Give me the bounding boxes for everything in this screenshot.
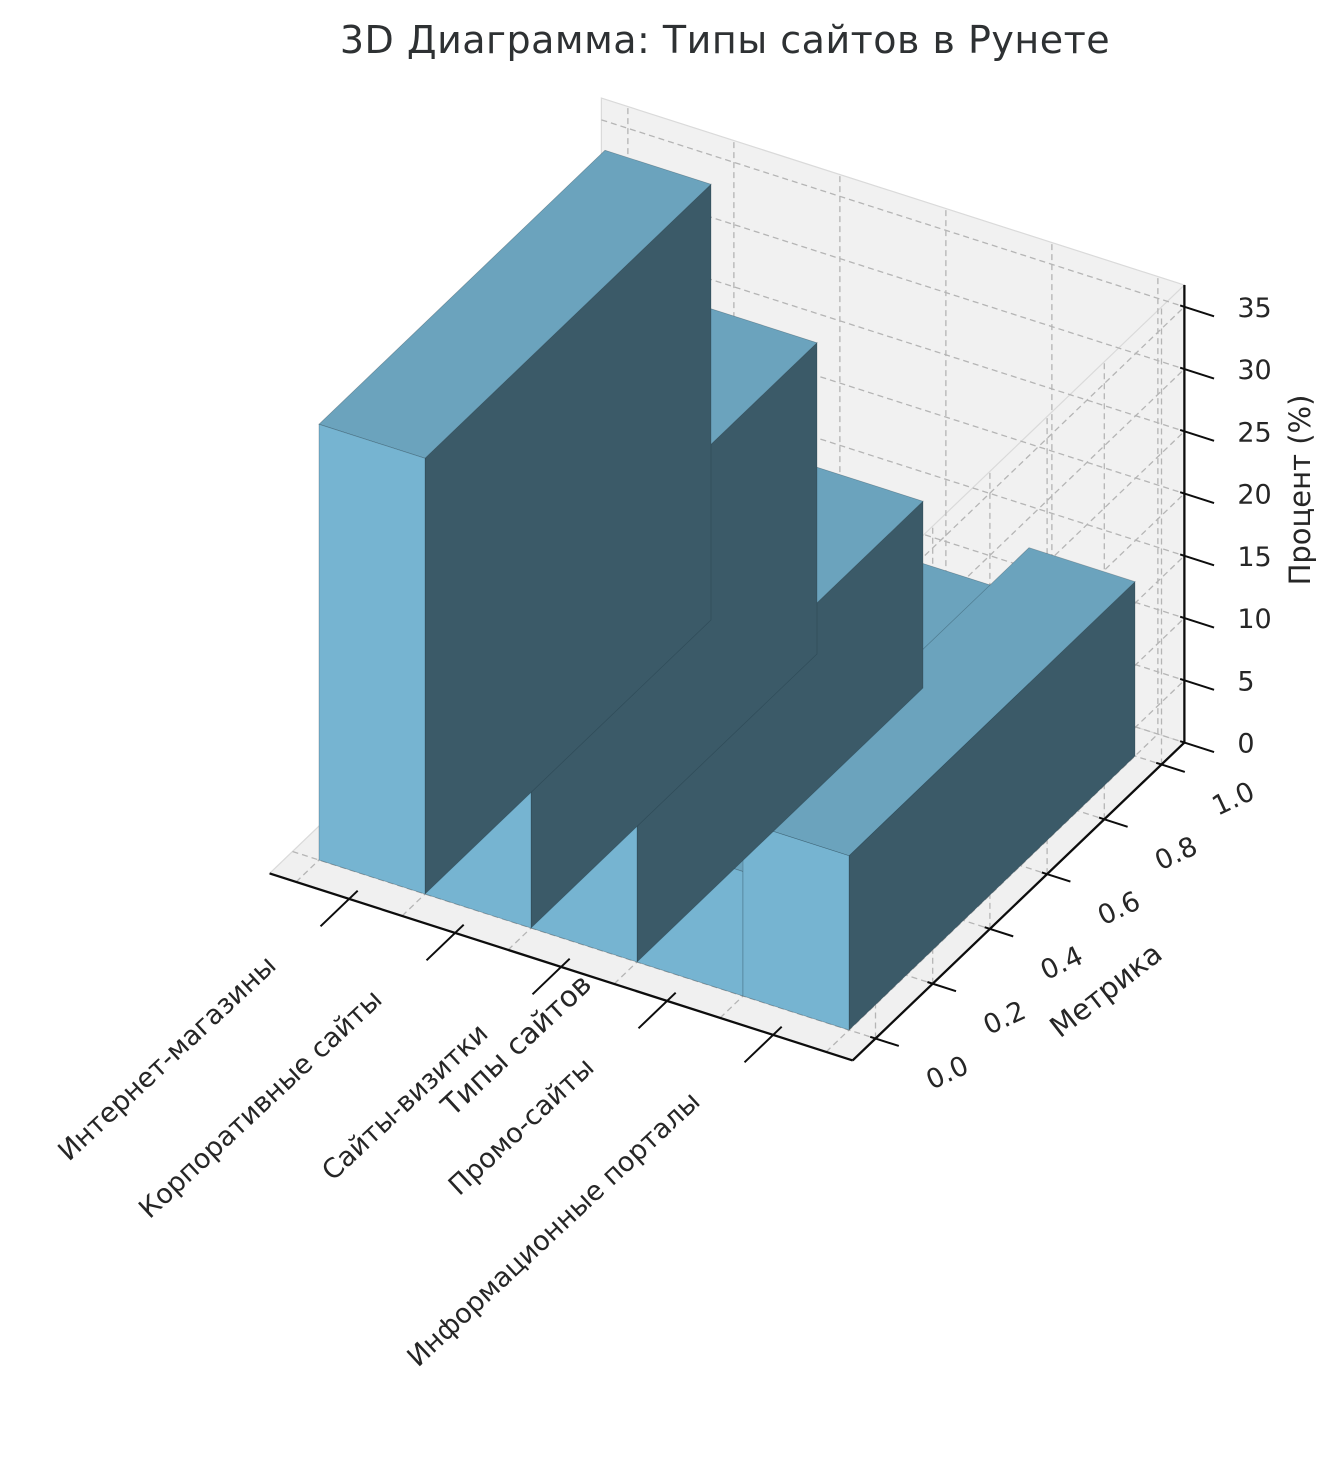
z-axis-label: Процент (%) [1283,395,1317,586]
y-tick-label: 0.0 [921,1050,973,1096]
z-tick-mark [1179,740,1215,754]
x-tick-mark [531,957,571,996]
bar-front-face [742,821,850,1031]
bar-top-face [318,149,712,459]
z-gridline-left-wall [601,119,1185,308]
y-tick-label: 1.0 [1207,776,1259,822]
z-gridline-right-wall [852,430,1185,750]
z-tick-label: 10 [1237,604,1271,635]
z-tick-label: 20 [1237,480,1271,511]
x-tick-mark [637,991,677,1030]
z-tick-mark [1179,304,1215,318]
z-tick-mark [1179,429,1215,442]
figure-title: 3D Диаграмма: Типы сайтов в Рунете [339,18,1111,62]
z-tick-label: 30 [1237,355,1271,386]
y-tick-mark [927,981,957,993]
z-tick-mark [1179,491,1215,505]
y-tick-label: 0.4 [1036,940,1088,986]
x-tick-label: Корпоративные сайты [133,984,388,1225]
y-tick-label: 0.6 [1093,886,1145,932]
x-tick-mark [425,923,465,962]
x-tick-label: Информационные порталы [402,1086,707,1373]
z-tick-mark [1179,366,1215,380]
y-tick-mark [984,926,1014,938]
z-tick-label: 25 [1237,417,1271,448]
y-tick-mark [1098,816,1128,828]
x-gridline-floor [825,733,1159,1053]
z-tick-mark [1179,678,1215,691]
z-tick-label: 35 [1237,293,1271,324]
z-tick-mark [1179,553,1215,567]
z-gridline-right-wall [852,493,1185,812]
x-tick-mark [319,889,359,928]
z-gridline-right-wall [852,306,1185,626]
y-tick-mark [869,1035,900,1047]
z-gridline-right-wall [852,368,1185,688]
z-tick-label: 0 [1237,729,1254,760]
y-axis-spine [851,741,1186,1062]
x-tick-mark [743,1025,783,1064]
z-tick-label: 5 [1237,666,1254,697]
y-tick-mark [1155,761,1186,773]
z-tick-label: 15 [1237,542,1271,573]
y-tick-mark [1041,871,1071,883]
bar-front-face [318,423,426,895]
y-tick-label: 0.8 [1150,831,1202,877]
y-tick-label: 0.2 [979,995,1031,1041]
z-tick-mark [1179,615,1215,629]
